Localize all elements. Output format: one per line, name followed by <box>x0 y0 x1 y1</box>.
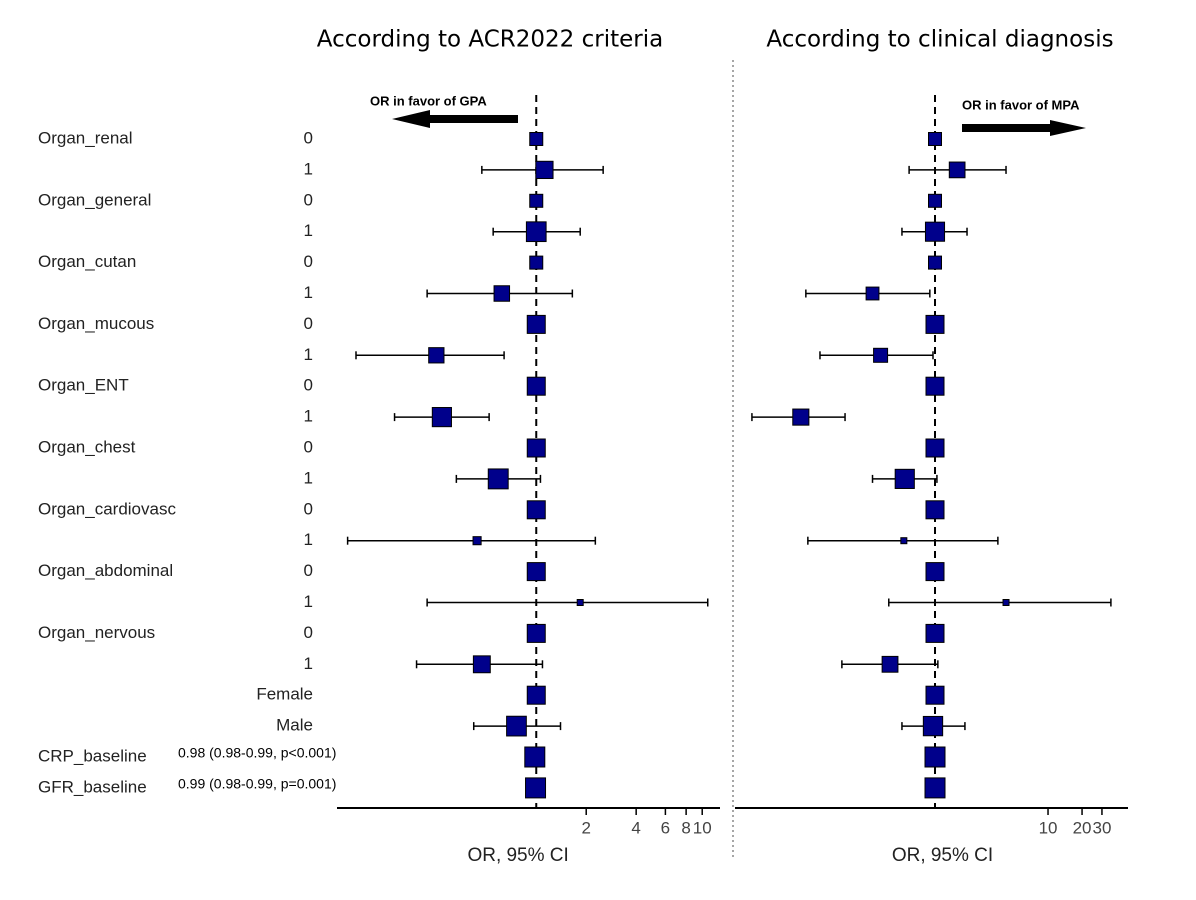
point-estimate <box>928 255 943 270</box>
row-level-label: 0 <box>304 499 313 518</box>
point-estimate <box>525 221 547 243</box>
point-estimate <box>928 132 943 146</box>
point-estimate <box>472 536 482 546</box>
point-estimate <box>922 715 944 737</box>
point-estimate <box>924 746 946 768</box>
panel-title: According to ACR2022 criteria <box>317 27 663 53</box>
row-level-label: 0 <box>304 190 313 209</box>
x-axis-label: OR, 95% CI <box>892 845 993 866</box>
point-estimate <box>524 746 546 768</box>
row-level-label: 1 <box>304 592 313 611</box>
x-axis-label: OR, 95% CI <box>467 845 568 866</box>
annotation: OR in favor of MPA <box>962 97 1080 112</box>
row-level-label: 1 <box>304 407 313 426</box>
row-level-label: Male <box>276 716 313 735</box>
point-estimate <box>925 314 945 334</box>
x-tick-label: 8 <box>681 818 690 837</box>
row-group-label: Organ_chest <box>38 437 136 456</box>
point-estimate <box>526 685 546 705</box>
row-level-label: 0 <box>304 437 313 456</box>
row-level-label: 0 <box>304 128 313 147</box>
x-tick-label: 30 <box>1092 818 1111 837</box>
point-estimate <box>894 468 915 489</box>
point-estimate <box>865 286 880 301</box>
point-estimate <box>881 655 899 673</box>
x-tick-label: 4 <box>631 818 640 837</box>
row-group-label: CRP_baseline <box>38 746 147 765</box>
x-tick-label: 10 <box>693 818 712 837</box>
point-estimate <box>928 193 943 208</box>
row-group-label: Organ_cutan <box>38 252 136 271</box>
point-estimate <box>526 500 546 520</box>
row-level-label: 1 <box>304 345 313 364</box>
row-level-label: 1 <box>304 283 313 302</box>
point-estimate <box>1002 599 1010 606</box>
panel-title: According to clinical diagnosis <box>766 27 1113 53</box>
point-estimate <box>792 408 810 426</box>
row-level-label: 1 <box>304 654 313 673</box>
row-group-label: Organ_ENT <box>38 376 129 395</box>
row-note: 0.99 (0.98-0.99, p=0.001) <box>178 776 336 792</box>
annotation: OR in favor of GPA <box>370 93 487 108</box>
point-estimate <box>493 285 511 302</box>
arrow-right <box>962 120 1086 136</box>
row-group-label: Organ_renal <box>38 128 133 147</box>
row-level-label: 1 <box>304 221 313 240</box>
row-level-label: 0 <box>304 314 313 333</box>
row-level-label: 1 <box>304 468 313 487</box>
point-estimate <box>925 376 945 396</box>
point-estimate <box>529 132 544 146</box>
point-estimate <box>428 347 445 364</box>
point-estimate <box>925 623 945 643</box>
point-estimate <box>526 623 546 643</box>
row-group-label: Organ_nervous <box>38 623 155 642</box>
row-level-label: Female <box>256 685 313 704</box>
point-estimate <box>873 347 889 363</box>
row-note: 0.98 (0.98-0.99, p<0.001) <box>178 745 336 761</box>
point-estimate <box>506 715 527 737</box>
point-estimate <box>925 438 945 458</box>
point-estimate <box>526 438 546 458</box>
point-estimate <box>948 161 966 179</box>
x-tick-label: 10 <box>1039 818 1058 837</box>
x-tick-label: 6 <box>661 818 670 837</box>
row-group-label: Organ_general <box>38 190 151 209</box>
row-level-label: 0 <box>304 252 313 271</box>
x-tick-label: 2 <box>581 818 590 837</box>
x-tick-label: 20 <box>1073 818 1092 837</box>
point-estimate <box>526 314 546 334</box>
row-level-label: 0 <box>304 376 313 395</box>
point-estimate <box>525 777 547 799</box>
point-estimate <box>924 221 946 242</box>
point-estimate <box>924 777 946 799</box>
row-group-label: Organ_cardiovasc <box>38 499 176 518</box>
point-estimate <box>535 160 554 180</box>
point-estimate <box>576 599 584 606</box>
point-estimate <box>526 376 546 396</box>
row-group-label: Organ_mucous <box>38 314 154 333</box>
point-estimate <box>472 655 491 674</box>
point-estimate <box>925 685 945 705</box>
row-level-label: 1 <box>304 530 313 549</box>
row-group-label: Organ_abdominal <box>38 561 173 580</box>
point-estimate <box>925 562 945 582</box>
arrow-left <box>392 110 518 128</box>
point-estimate <box>925 500 945 520</box>
row-level-label: 0 <box>304 561 313 580</box>
point-estimate <box>529 255 544 270</box>
row-group-label: GFR_baseline <box>38 777 147 796</box>
point-estimate <box>487 468 509 490</box>
point-estimate <box>529 193 544 208</box>
point-estimate <box>526 562 546 582</box>
point-estimate <box>900 537 908 545</box>
point-estimate <box>431 407 452 428</box>
row-level-label: 0 <box>304 623 313 642</box>
row-level-label: 1 <box>304 159 313 178</box>
